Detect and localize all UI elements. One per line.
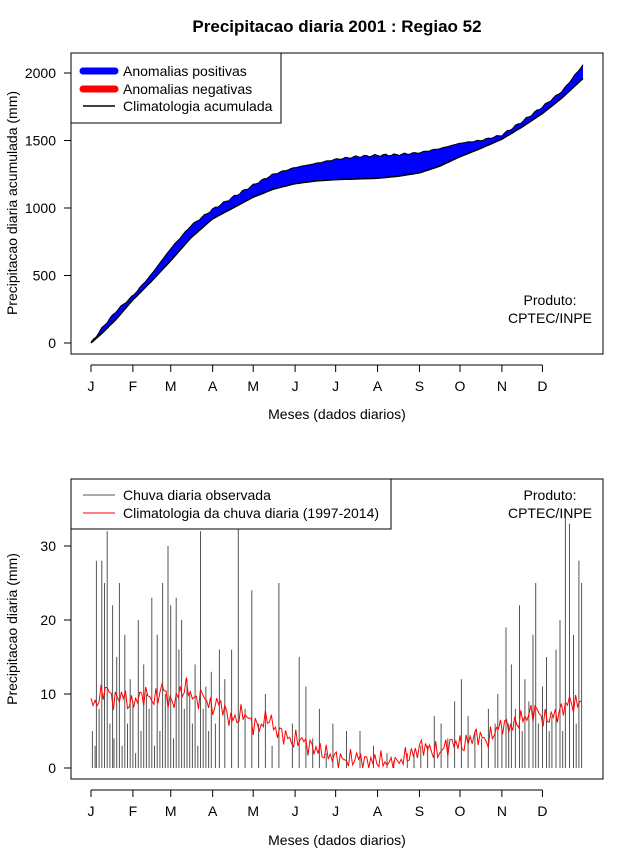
top-product-label: Produto: xyxy=(524,292,577,308)
legend-label-daily-climatology: Climatologia da chuva diaria (1997-2014) xyxy=(123,505,379,521)
top-x-tick-label: O xyxy=(455,378,466,394)
bottom-x-tick-label: M xyxy=(165,803,177,819)
bottom-observed-bars xyxy=(91,509,583,768)
bottom-y-tick-label: 0 xyxy=(48,760,56,776)
bottom-x-axis-label: Meses (dados diarios) xyxy=(268,832,406,848)
top-x-tick-label: N xyxy=(497,378,507,394)
legend-label-climatology: Climatologia acumulada xyxy=(123,98,273,114)
bottom-x-tick-label: A xyxy=(373,803,383,819)
top-x-tick-label: S xyxy=(415,378,424,394)
climatology-daily-line xyxy=(90,677,582,769)
top-x-tick-label: F xyxy=(129,378,138,394)
bottom-x-tick-label: J xyxy=(292,803,299,819)
top-x-axis-label: Meses (dados diarios) xyxy=(268,406,406,422)
top-x-tick-label: D xyxy=(537,378,547,394)
bottom-product-source: CPTEC/INPE xyxy=(508,505,592,521)
top-y-axis: 0 500 1000 1500 2000 xyxy=(25,65,72,351)
bottom-y-axis: 0 10 20 30 xyxy=(40,538,72,776)
top-x-tick-label: A xyxy=(373,378,383,394)
top-product-source: CPTEC/INPE xyxy=(508,310,592,326)
bottom-x-tick-label: J xyxy=(332,803,339,819)
top-x-tick-label: M xyxy=(247,378,259,394)
legend-label-negative: Anomalias negativas xyxy=(123,81,252,97)
top-y-axis-label: Precipitacao diaria acumulada (mm) xyxy=(4,91,20,315)
bottom-x-tick-label: F xyxy=(129,803,138,819)
bottom-y-axis-label: Precipitacao diaria (mm) xyxy=(4,553,20,705)
top-x-tick-label: J xyxy=(332,378,339,394)
chart-title: Precipitacao diaria 2001 : Regiao 52 xyxy=(192,17,481,36)
observed-cumulative-line xyxy=(90,64,584,343)
top-x-tick-label: M xyxy=(165,378,177,394)
bottom-climatology-line xyxy=(90,677,582,769)
bottom-x-tick-label: N xyxy=(497,803,507,819)
bottom-legend-box xyxy=(70,478,392,530)
top-y-tick-label: 1500 xyxy=(25,133,56,149)
top-x-tick-label: J xyxy=(88,378,95,394)
climatology-cumulative-line xyxy=(90,77,584,344)
bottom-y-tick-label: 20 xyxy=(40,612,56,628)
bottom-x-tick-label: A xyxy=(208,803,218,819)
bottom-x-tick-label: S xyxy=(415,803,424,819)
bottom-product-label: Produto: xyxy=(524,487,577,503)
top-cumulative-lines xyxy=(90,64,584,344)
bottom-y-tick-label: 10 xyxy=(40,686,56,702)
top-y-tick-label: 500 xyxy=(33,268,57,284)
top-y-tick-label: 2000 xyxy=(25,65,56,81)
bottom-panel: J F M A M J J A S O N D 0 10 20 30 Meses (dados diario… xyxy=(4,478,604,848)
bottom-y-tick-label: 30 xyxy=(40,538,56,554)
top-x-tick-label: A xyxy=(208,378,218,394)
top-y-tick-label: 0 xyxy=(48,335,56,351)
legend-label-positive: Anomalias positivas xyxy=(123,63,247,79)
top-panel: Precipitacao diaria 2001 : Regiao 52 J F M… xyxy=(4,17,604,422)
top-legend: Anomalias positivas Anomalias negativas … xyxy=(70,52,282,124)
top-y-tick-label: 1000 xyxy=(25,200,56,216)
legend-label-observed: Chuva diaria observada xyxy=(123,487,271,503)
bottom-x-tick-label: M xyxy=(247,803,259,819)
bottom-x-tick-label: D xyxy=(537,803,547,819)
bottom-x-tick-label: J xyxy=(88,803,95,819)
top-x-tick-label: J xyxy=(292,378,299,394)
bottom-legend: Chuva diaria observada Climatologia da c… xyxy=(70,478,392,530)
bottom-x-tick-label: O xyxy=(455,803,466,819)
